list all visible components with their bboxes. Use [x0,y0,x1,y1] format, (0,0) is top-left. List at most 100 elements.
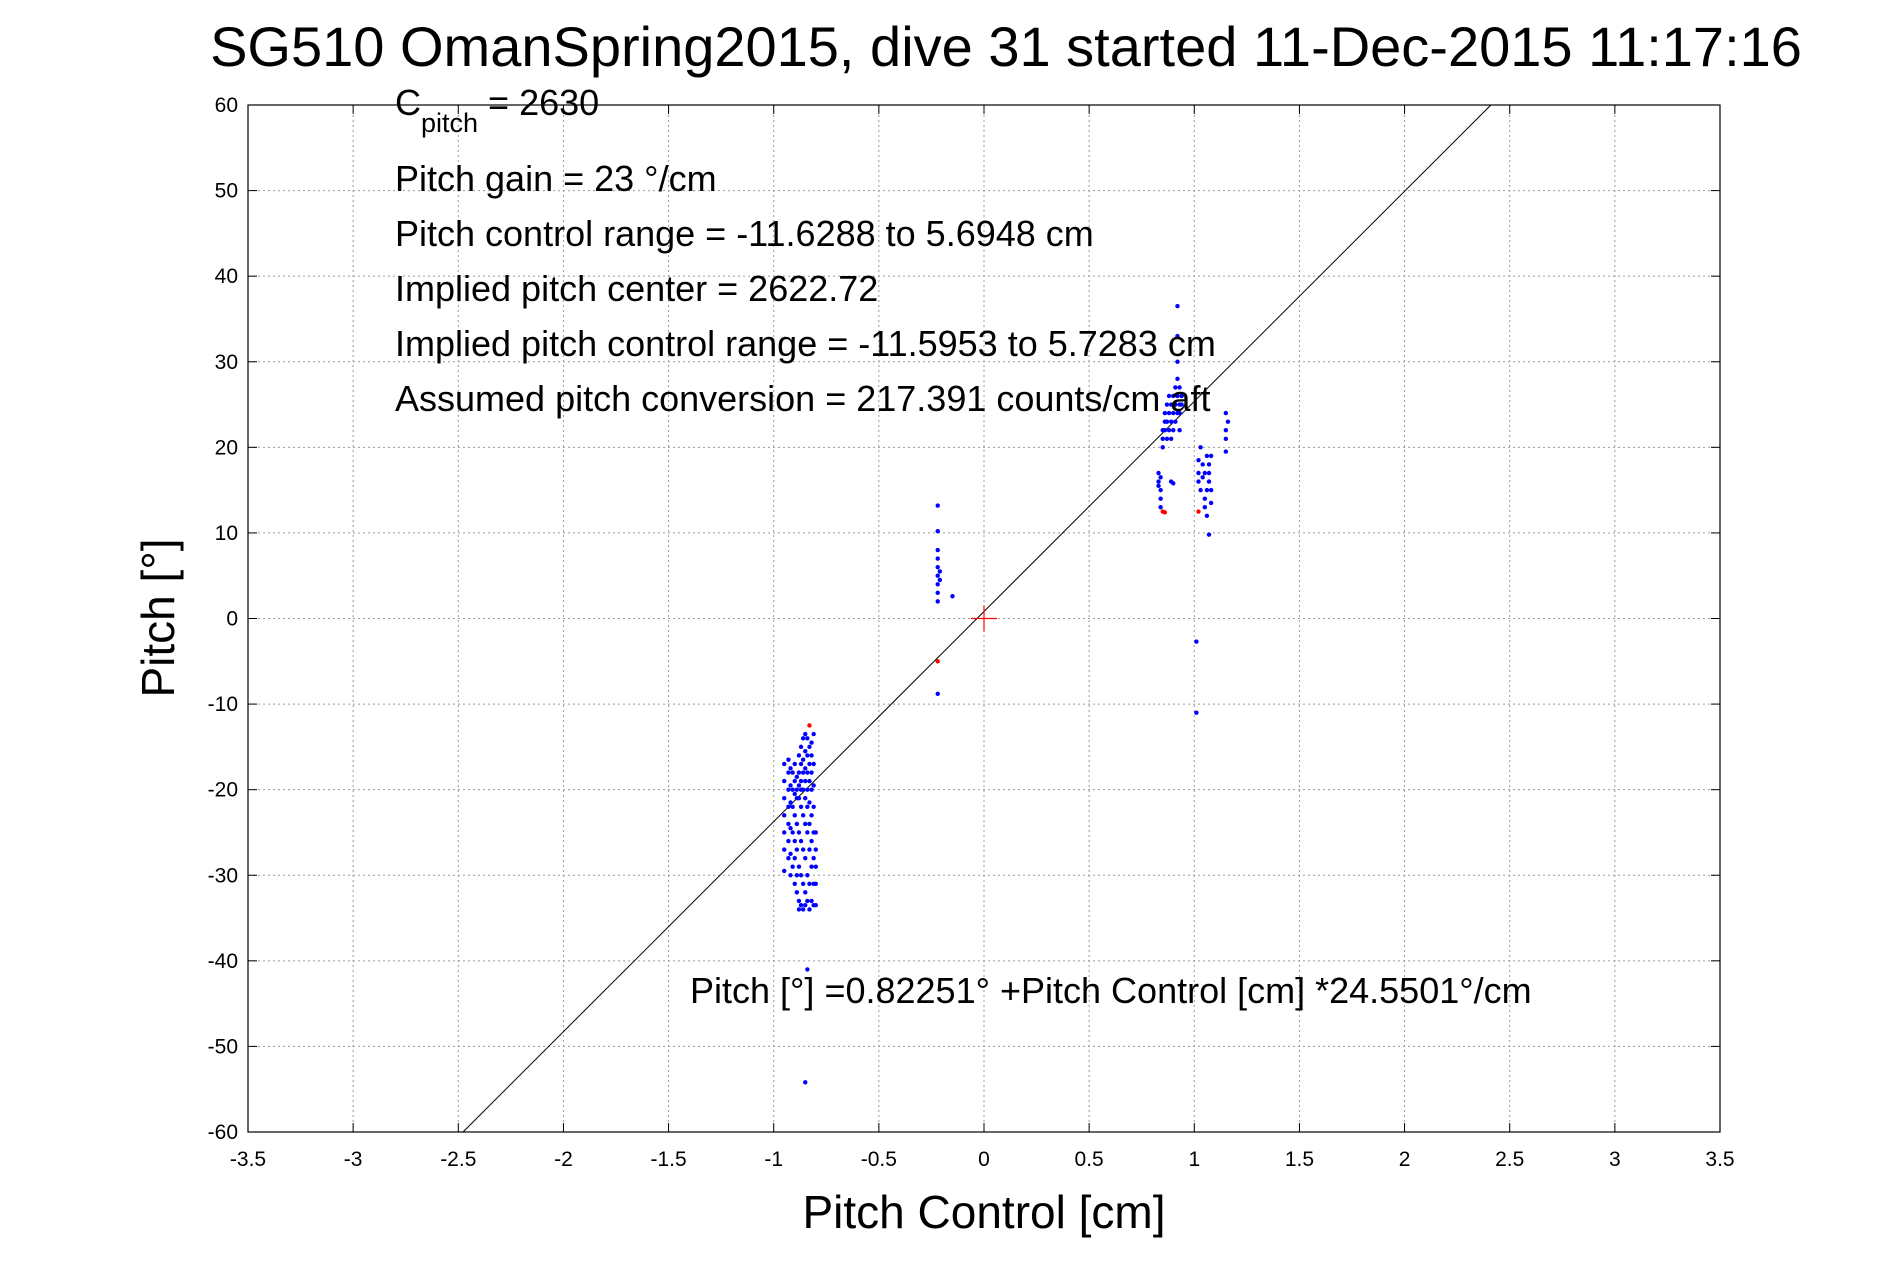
blue-data-point [1162,428,1168,433]
blue-data-point [803,890,808,895]
blue-data-point [1175,376,1180,382]
x-axis-label: Pitch Control [cm] [803,1186,1166,1238]
blue-data-point [1206,470,1212,476]
blue-data-point [1204,453,1210,459]
blue-data-point [1208,453,1214,459]
blue-data-point [794,847,800,852]
blue-data-point [794,821,800,827]
blue-data-point [790,830,795,835]
blue-data-point [800,787,806,792]
blue-data-point [809,740,814,745]
blue-data-point [1196,457,1201,463]
blue-data-point [794,774,800,780]
scatter-points [782,303,1231,1085]
blue-data-point [813,830,818,835]
x-tick-label: -0.5 [861,1148,897,1171]
blue-data-point [1196,470,1201,476]
blue-data-point [805,830,810,835]
blue-data-point [788,825,793,831]
assumed-conversion-annotation: Assumed pitch conversion = 217.391 count… [395,378,1210,419]
implied-range-annotation: Implied pitch control range = -11.5953 t… [395,323,1216,364]
blue-data-point [935,503,940,508]
blue-data-point [1194,639,1199,644]
x-tick-label: 2.5 [1495,1148,1524,1171]
x-tick-label: -1 [764,1148,783,1171]
blue-data-point [1156,483,1161,489]
blue-data-point [792,881,797,887]
blue-data-point [1223,410,1229,416]
pitch-control-range-annotation: Pitch control range = -11.6288 to 5.6948… [395,213,1094,254]
blue-data-point [1171,393,1176,399]
blue-data-point [1173,419,1178,424]
blue-data-point [1164,419,1170,424]
blue-data-point [1158,496,1163,501]
y-tick-label: 0 [226,608,238,631]
blue-data-point [798,873,804,878]
blue-data-point [796,907,802,912]
grid [248,105,1720,1132]
blue-data-point [782,778,787,784]
blue-data-point [935,590,940,596]
blue-data-point [1175,333,1180,339]
blue-data-point [1194,710,1199,715]
x-tick-label: 2 [1399,1148,1411,1171]
blue-data-point [803,1080,808,1085]
blue-data-point [794,890,800,895]
blue-data-point [813,881,818,887]
blue-data-point [811,761,816,767]
blue-data-point [809,838,814,844]
blue-data-point [1198,487,1203,493]
blue-data-point [1202,505,1208,510]
blue-data-point [1166,393,1172,399]
blue-data-point [800,881,806,887]
blue-data-point [1166,410,1172,416]
blue-data-point [786,757,791,762]
blue-data-point [805,804,810,809]
blue-data-point [805,753,810,758]
blue-data-point [798,804,804,809]
blue-data-point [803,796,808,801]
blue-data-point [1175,359,1180,364]
blue-data-point [1223,436,1229,441]
y-tick-label: -20 [208,779,238,802]
blue-data-point [1177,410,1182,416]
blue-data-point [937,569,943,574]
blue-data-point [1160,436,1165,441]
blue-data-point [935,691,940,697]
x-tick-label: 3 [1609,1148,1621,1171]
blue-data-point [792,838,797,844]
blue-data-point [786,787,791,792]
blue-data-point [813,864,818,869]
blue-data-point [1206,479,1212,484]
y-axis-ticks: -60 -50 -40 -30 -20 -10 0 10 20 30 40 50 60 [208,94,1720,1144]
blue-data-point [803,731,808,737]
blue-data-point [792,778,797,784]
blue-data-point [1168,402,1174,407]
blue-data-point [1168,419,1174,424]
y-tick-label: -30 [208,864,238,887]
blue-data-point [807,907,812,912]
blue-data-point [807,821,812,827]
blue-data-point [809,813,814,818]
y-tick-label: 30 [215,351,238,374]
blue-data-point [1223,449,1229,454]
blue-data-point [809,898,814,904]
x-tick-label: 0 [978,1148,990,1171]
blue-data-point [811,855,816,861]
blue-data-point [811,731,816,737]
blue-data-point [813,847,818,852]
x-tick-label: -3.5 [230,1148,266,1171]
y-tick-label: -40 [208,950,238,973]
blue-data-point [800,736,806,741]
y-tick-label: 40 [215,265,238,288]
y-axis-label: Pitch [°] [132,538,184,697]
blue-data-point [1196,479,1201,484]
blue-data-point [935,529,940,534]
blue-data-point [786,770,791,775]
blue-data-point [1166,428,1172,433]
blue-data-point [1164,436,1170,441]
blue-data-point [792,791,797,797]
blue-data-point [1200,462,1205,467]
blue-data-point [796,753,802,758]
